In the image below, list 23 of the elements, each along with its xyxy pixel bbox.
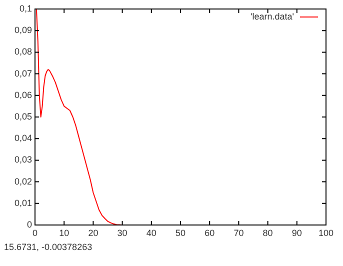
y-tick-label: 0,07 [14, 68, 32, 78]
y-tick-label: 0,06 [14, 90, 32, 100]
y-tick-label: 0,09 [14, 25, 32, 36]
y-tick-label: 0,01 [14, 198, 32, 208]
x-tick-label: 30 [117, 228, 128, 238]
y-tick-label: 0,05 [14, 111, 32, 122]
y-tick-label: 0,03 [14, 154, 32, 165]
text: 'learn.data' [250, 11, 294, 22]
y-tick-label: 0,02 [14, 176, 32, 186]
x-tick-label: 20 [88, 228, 98, 238]
x-tick-label: 60 [204, 228, 215, 238]
y-tick-label: 0 [26, 219, 32, 230]
x-tick-label: 80 [262, 228, 273, 238]
x-tick-label: 70 [234, 228, 244, 238]
text: 15.6731, -0.00378263 [4, 242, 92, 252]
x-tick-label: 10 [59, 228, 70, 238]
x-tick-label: 50 [175, 228, 186, 238]
x-tick-label: 100 [318, 228, 334, 238]
x-tick-label: 40 [146, 228, 156, 238]
x-tick-label: 90 [292, 228, 302, 238]
y-tick-label: 0,04 [14, 133, 32, 144]
y-tick-label: 0,08 [14, 46, 32, 57]
y-tick-label: 0,1 [19, 3, 32, 14]
